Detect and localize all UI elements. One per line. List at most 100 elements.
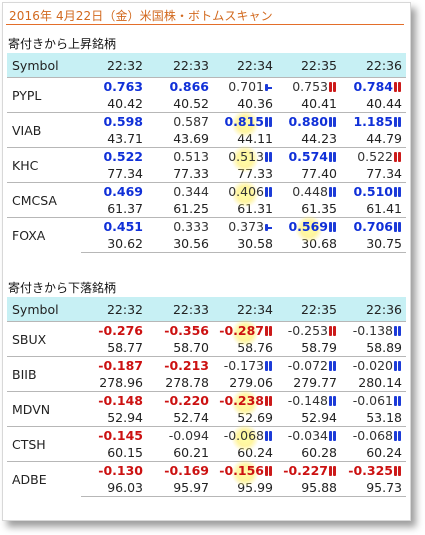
price-cell: 61.31 [213, 200, 277, 218]
change-cell: -0.156 [213, 459, 277, 487]
change-value: -0.145 [98, 428, 143, 443]
price-cell: 58.76 [213, 339, 277, 357]
time-column-header: 22:34 [213, 53, 277, 78]
price-cell: 279.06 [213, 374, 277, 392]
change-cell: 0.763 [81, 77, 147, 95]
change-cell: 0.522 [81, 147, 147, 165]
change-cell: -0.253 [277, 321, 341, 339]
down-signal-icon [394, 81, 402, 92]
symbol-cell: FOXA [7, 217, 81, 253]
table-row: FOXA 0.451 0.333 0.373 0.569 0.706 [7, 215, 406, 253]
table-row: CTSH -0.145 -0.094 -0.068 -0.034 -0.068 [7, 424, 406, 462]
change-cell: -0.187 [81, 356, 147, 374]
up-signal-icon [265, 221, 273, 232]
change-cell: 0.701 [213, 77, 277, 95]
change-cell: 0.587 [147, 112, 213, 130]
change-cell: -0.020 [341, 356, 406, 374]
price-cell: 77.33 [213, 165, 277, 183]
down-signal-icon [329, 465, 337, 476]
change-cell: -0.145 [81, 426, 147, 444]
change-value: 0.522 [103, 149, 143, 164]
change-value: -0.227 [283, 463, 328, 478]
up-signal-icon [265, 430, 273, 441]
price-cell: 40.36 [213, 95, 277, 113]
change-cell: 0.815 [213, 110, 277, 138]
change-value: -0.187 [98, 358, 143, 373]
price-cell: 52.74 [147, 409, 213, 427]
symbol-cell: BIIB [7, 356, 81, 392]
price-cell: 30.62 [81, 235, 147, 253]
table-row-price: 96.03 95.97 95.99 95.88 95.73 [7, 479, 406, 497]
price-cell: 40.52 [147, 95, 213, 113]
change-value: -0.356 [164, 323, 209, 338]
change-cell: -0.276 [81, 321, 147, 339]
price-cell: 278.96 [81, 374, 147, 392]
price-cell: 61.37 [81, 200, 147, 218]
change-cell: -0.356 [147, 321, 213, 339]
price-cell: 279.77 [277, 374, 341, 392]
change-value: 0.784 [353, 79, 393, 94]
up-signal-icon [265, 360, 273, 371]
symbol-cell: SBUX [7, 321, 81, 357]
time-column-header: 22:33 [147, 297, 213, 322]
change-cell: -0.148 [81, 391, 147, 409]
change-value: -0.148 [287, 393, 328, 408]
change-value: 0.333 [173, 219, 209, 234]
price-cell: 77.40 [277, 165, 341, 183]
change-cell: 0.513 [213, 145, 277, 173]
change-cell: 0.373 [213, 217, 277, 235]
price-cell: 95.88 [277, 479, 341, 497]
change-cell: 0.569 [277, 215, 341, 243]
change-value: -0.138 [352, 323, 393, 338]
price-cell: 77.34 [341, 165, 406, 183]
table-row: VIAB 0.598 0.587 0.815 0.880 1.185 [7, 110, 406, 148]
change-cell: -0.220 [147, 391, 213, 409]
price-cell: 58.77 [81, 339, 147, 357]
table-header-row: Symbol 22:32 22:33 22:34 22:35 22:36 [7, 53, 406, 78]
price-cell: 60.15 [81, 444, 147, 462]
price-cell: 95.97 [147, 479, 213, 497]
change-cell: 0.706 [341, 217, 406, 235]
price-cell: 30.68 [277, 235, 341, 253]
change-cell: 0.406 [213, 180, 277, 208]
change-value: 0.522 [357, 149, 393, 164]
change-cell: -0.287 [213, 319, 277, 347]
price-cell: 278.78 [147, 374, 213, 392]
price-cell: 53.18 [341, 409, 406, 427]
change-cell: 0.880 [277, 112, 341, 130]
table-row-price: 30.62 30.56 30.58 30.68 30.75 [7, 235, 406, 253]
change-value: -0.276 [98, 323, 143, 338]
change-cell: -0.072 [277, 356, 341, 374]
up-signal-icon [394, 116, 402, 127]
change-value: -0.148 [98, 393, 143, 408]
price-cell: 52.69 [213, 409, 277, 427]
table-row: KHC 0.522 0.513 0.513 0.574 0.522 [7, 145, 406, 183]
change-value: 0.587 [173, 114, 209, 129]
change-value: 0.815 [224, 114, 264, 129]
down-signal-icon [394, 465, 402, 476]
price-cell: 58.89 [341, 339, 406, 357]
change-value: 0.406 [228, 184, 264, 199]
change-value: 0.753 [292, 79, 328, 94]
up-signal-icon [394, 360, 402, 371]
time-column-header: 22:34 [213, 297, 277, 322]
section-label-falling: 寄付きから下落銘柄 [8, 281, 117, 295]
change-value: 0.513 [173, 149, 209, 164]
table-row-price: 61.37 61.25 61.31 61.35 61.41 [7, 200, 406, 218]
up-signal-icon [329, 360, 337, 371]
change-value: 0.344 [173, 184, 209, 199]
price-cell: 30.58 [213, 235, 277, 253]
change-value: 0.469 [103, 184, 143, 199]
change-cell: 0.510 [341, 182, 406, 200]
price-cell: 52.94 [277, 409, 341, 427]
change-value: -0.253 [287, 323, 328, 338]
symbol-cell: CTSH [7, 426, 81, 462]
change-cell: -0.061 [341, 391, 406, 409]
symbol-cell: KHC [7, 147, 81, 183]
up-signal-icon [265, 151, 273, 162]
rising-stocks-table: Symbol 22:32 22:33 22:34 22:35 22:36 PYP… [7, 53, 406, 253]
section-label-rising: 寄付きから上昇銘柄 [8, 37, 117, 51]
up-signal-icon [329, 186, 337, 197]
table-row: SBUX -0.276 -0.356 -0.287 -0.253 -0.138 [7, 319, 406, 357]
price-cell: 30.75 [341, 235, 406, 253]
